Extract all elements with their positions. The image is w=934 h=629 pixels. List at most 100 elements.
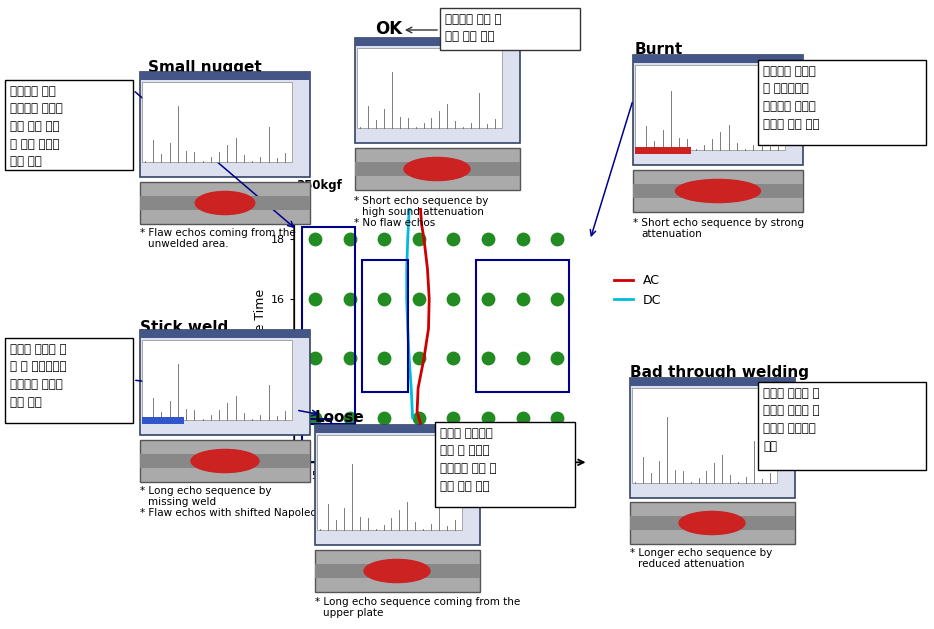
FancyBboxPatch shape (357, 48, 502, 128)
FancyBboxPatch shape (140, 440, 310, 482)
Text: OK: OK (375, 20, 403, 38)
FancyBboxPatch shape (140, 330, 310, 435)
Ellipse shape (675, 179, 760, 203)
Point (481, 353, 496, 363)
FancyBboxPatch shape (140, 182, 310, 224)
Text: * Long echo sequence by: * Long echo sequence by (140, 486, 272, 496)
Point (342, 353, 357, 363)
Text: 오염된 전극을 사
용하여 점용접 시
결함이 발생하는
조건: 오염된 전극을 사 용하여 점용접 시 결함이 발생하는 조건 (763, 387, 819, 452)
Point (446, 234, 460, 244)
Point (342, 234, 357, 244)
FancyBboxPatch shape (142, 417, 184, 424)
Text: high sound attenuation: high sound attenuation (362, 207, 484, 217)
FancyBboxPatch shape (355, 148, 520, 190)
FancyBboxPatch shape (633, 55, 803, 63)
FancyBboxPatch shape (317, 435, 462, 530)
Ellipse shape (679, 511, 745, 535)
Text: * No flaw echos: * No flaw echos (354, 218, 435, 228)
Point (481, 413, 496, 423)
Point (342, 294, 357, 304)
Point (376, 234, 391, 244)
Point (516, 413, 531, 423)
Text: missing weld: missing weld (148, 497, 216, 507)
FancyBboxPatch shape (315, 425, 480, 545)
Point (446, 353, 460, 363)
FancyBboxPatch shape (140, 72, 310, 177)
Text: reduced attenuation: reduced attenuation (638, 559, 744, 569)
FancyBboxPatch shape (758, 382, 926, 470)
Text: Bad through welding: Bad through welding (630, 365, 809, 380)
FancyBboxPatch shape (630, 516, 795, 530)
FancyBboxPatch shape (440, 8, 580, 50)
Text: Burnt: Burnt (635, 42, 684, 57)
FancyBboxPatch shape (142, 82, 292, 162)
Point (376, 353, 391, 363)
X-axis label: Current(kA): Current(kA) (405, 486, 477, 499)
FancyBboxPatch shape (142, 340, 292, 420)
FancyBboxPatch shape (633, 184, 803, 198)
Ellipse shape (195, 191, 255, 214)
Point (307, 413, 322, 423)
Text: * Flaw echos with shifted Napoleon hut: * Flaw echos with shifted Napoleon hut (140, 508, 344, 518)
Ellipse shape (364, 559, 430, 582)
Point (481, 234, 496, 244)
Text: attenuation: attenuation (641, 229, 701, 239)
Text: * Longer echo sequence by: * Longer echo sequence by (630, 548, 772, 558)
FancyBboxPatch shape (315, 564, 480, 578)
FancyBboxPatch shape (315, 550, 480, 592)
Point (411, 353, 426, 363)
FancyBboxPatch shape (630, 502, 795, 544)
Text: Small nugget: Small nugget (148, 60, 262, 75)
Point (411, 234, 426, 244)
Text: * Short echo sequence by: * Short echo sequence by (354, 196, 488, 206)
Ellipse shape (404, 157, 470, 181)
FancyBboxPatch shape (630, 378, 795, 386)
Text: 스패터가 발생하
고 너깃크기가
과잉되는 과용융
구간의 예상 설정: 스패터가 발생하 고 너깃크기가 과잉되는 과용융 구간의 예상 설정 (763, 65, 819, 130)
Text: * Long echo sequence coming from the: * Long echo sequence coming from the (315, 597, 520, 607)
Point (446, 294, 460, 304)
Point (550, 353, 565, 363)
Legend: AC, DC: AC, DC (609, 269, 667, 311)
Text: 손으로 비틀림 시
험 시 계면파단이
일어나는 구간의
예상 설정: 손으로 비틀림 시 험 시 계면파단이 일어나는 구간의 예상 설정 (10, 343, 66, 408)
Point (516, 234, 531, 244)
FancyBboxPatch shape (355, 38, 520, 143)
Point (376, 413, 391, 423)
Text: 350kgf: 350kgf (296, 179, 342, 191)
FancyBboxPatch shape (758, 60, 926, 145)
FancyBboxPatch shape (140, 330, 310, 338)
FancyBboxPatch shape (633, 55, 803, 165)
Point (481, 294, 496, 304)
Y-axis label: Cycle Time: Cycle Time (254, 289, 267, 359)
Point (446, 413, 460, 423)
Text: * Short echo sequence by strong: * Short echo sequence by strong (633, 218, 804, 228)
FancyBboxPatch shape (635, 147, 691, 154)
FancyBboxPatch shape (632, 388, 777, 483)
Point (516, 353, 531, 363)
Point (411, 294, 426, 304)
Point (411, 413, 426, 423)
Point (307, 353, 322, 363)
Text: * Flaw echos coming from the: * Flaw echos coming from the (140, 228, 296, 238)
Point (376, 294, 391, 304)
FancyBboxPatch shape (140, 196, 310, 210)
Ellipse shape (191, 450, 259, 472)
FancyBboxPatch shape (5, 338, 133, 423)
Text: 로브곡선 범위 내
적정 구간 설정: 로브곡선 범위 내 적정 구간 설정 (445, 13, 502, 43)
Point (550, 294, 565, 304)
FancyBboxPatch shape (355, 162, 520, 176)
FancyBboxPatch shape (315, 425, 480, 433)
FancyBboxPatch shape (630, 378, 795, 498)
Point (550, 413, 565, 423)
FancyBboxPatch shape (140, 72, 310, 80)
Point (550, 234, 565, 244)
FancyBboxPatch shape (633, 170, 803, 212)
FancyBboxPatch shape (635, 65, 785, 150)
Point (307, 294, 322, 304)
Text: 너깃이 발생하지
않고 두 시편이
용융되지 않은 구
간의 예상 설정: 너깃이 발생하지 않고 두 시편이 용융되지 않은 구 간의 예상 설정 (440, 427, 497, 493)
Point (342, 413, 357, 423)
Text: 인장강도 하한
범위에서 너깃크
기가 작은 조건
이 되는 구간의
예상 설정: 인장강도 하한 범위에서 너깃크 기가 작은 조건 이 되는 구간의 예상 설정 (10, 85, 63, 168)
Text: unwelded area.: unwelded area. (148, 239, 229, 249)
Text: Stick weld: Stick weld (140, 320, 228, 335)
FancyBboxPatch shape (140, 454, 310, 468)
Point (516, 294, 531, 304)
